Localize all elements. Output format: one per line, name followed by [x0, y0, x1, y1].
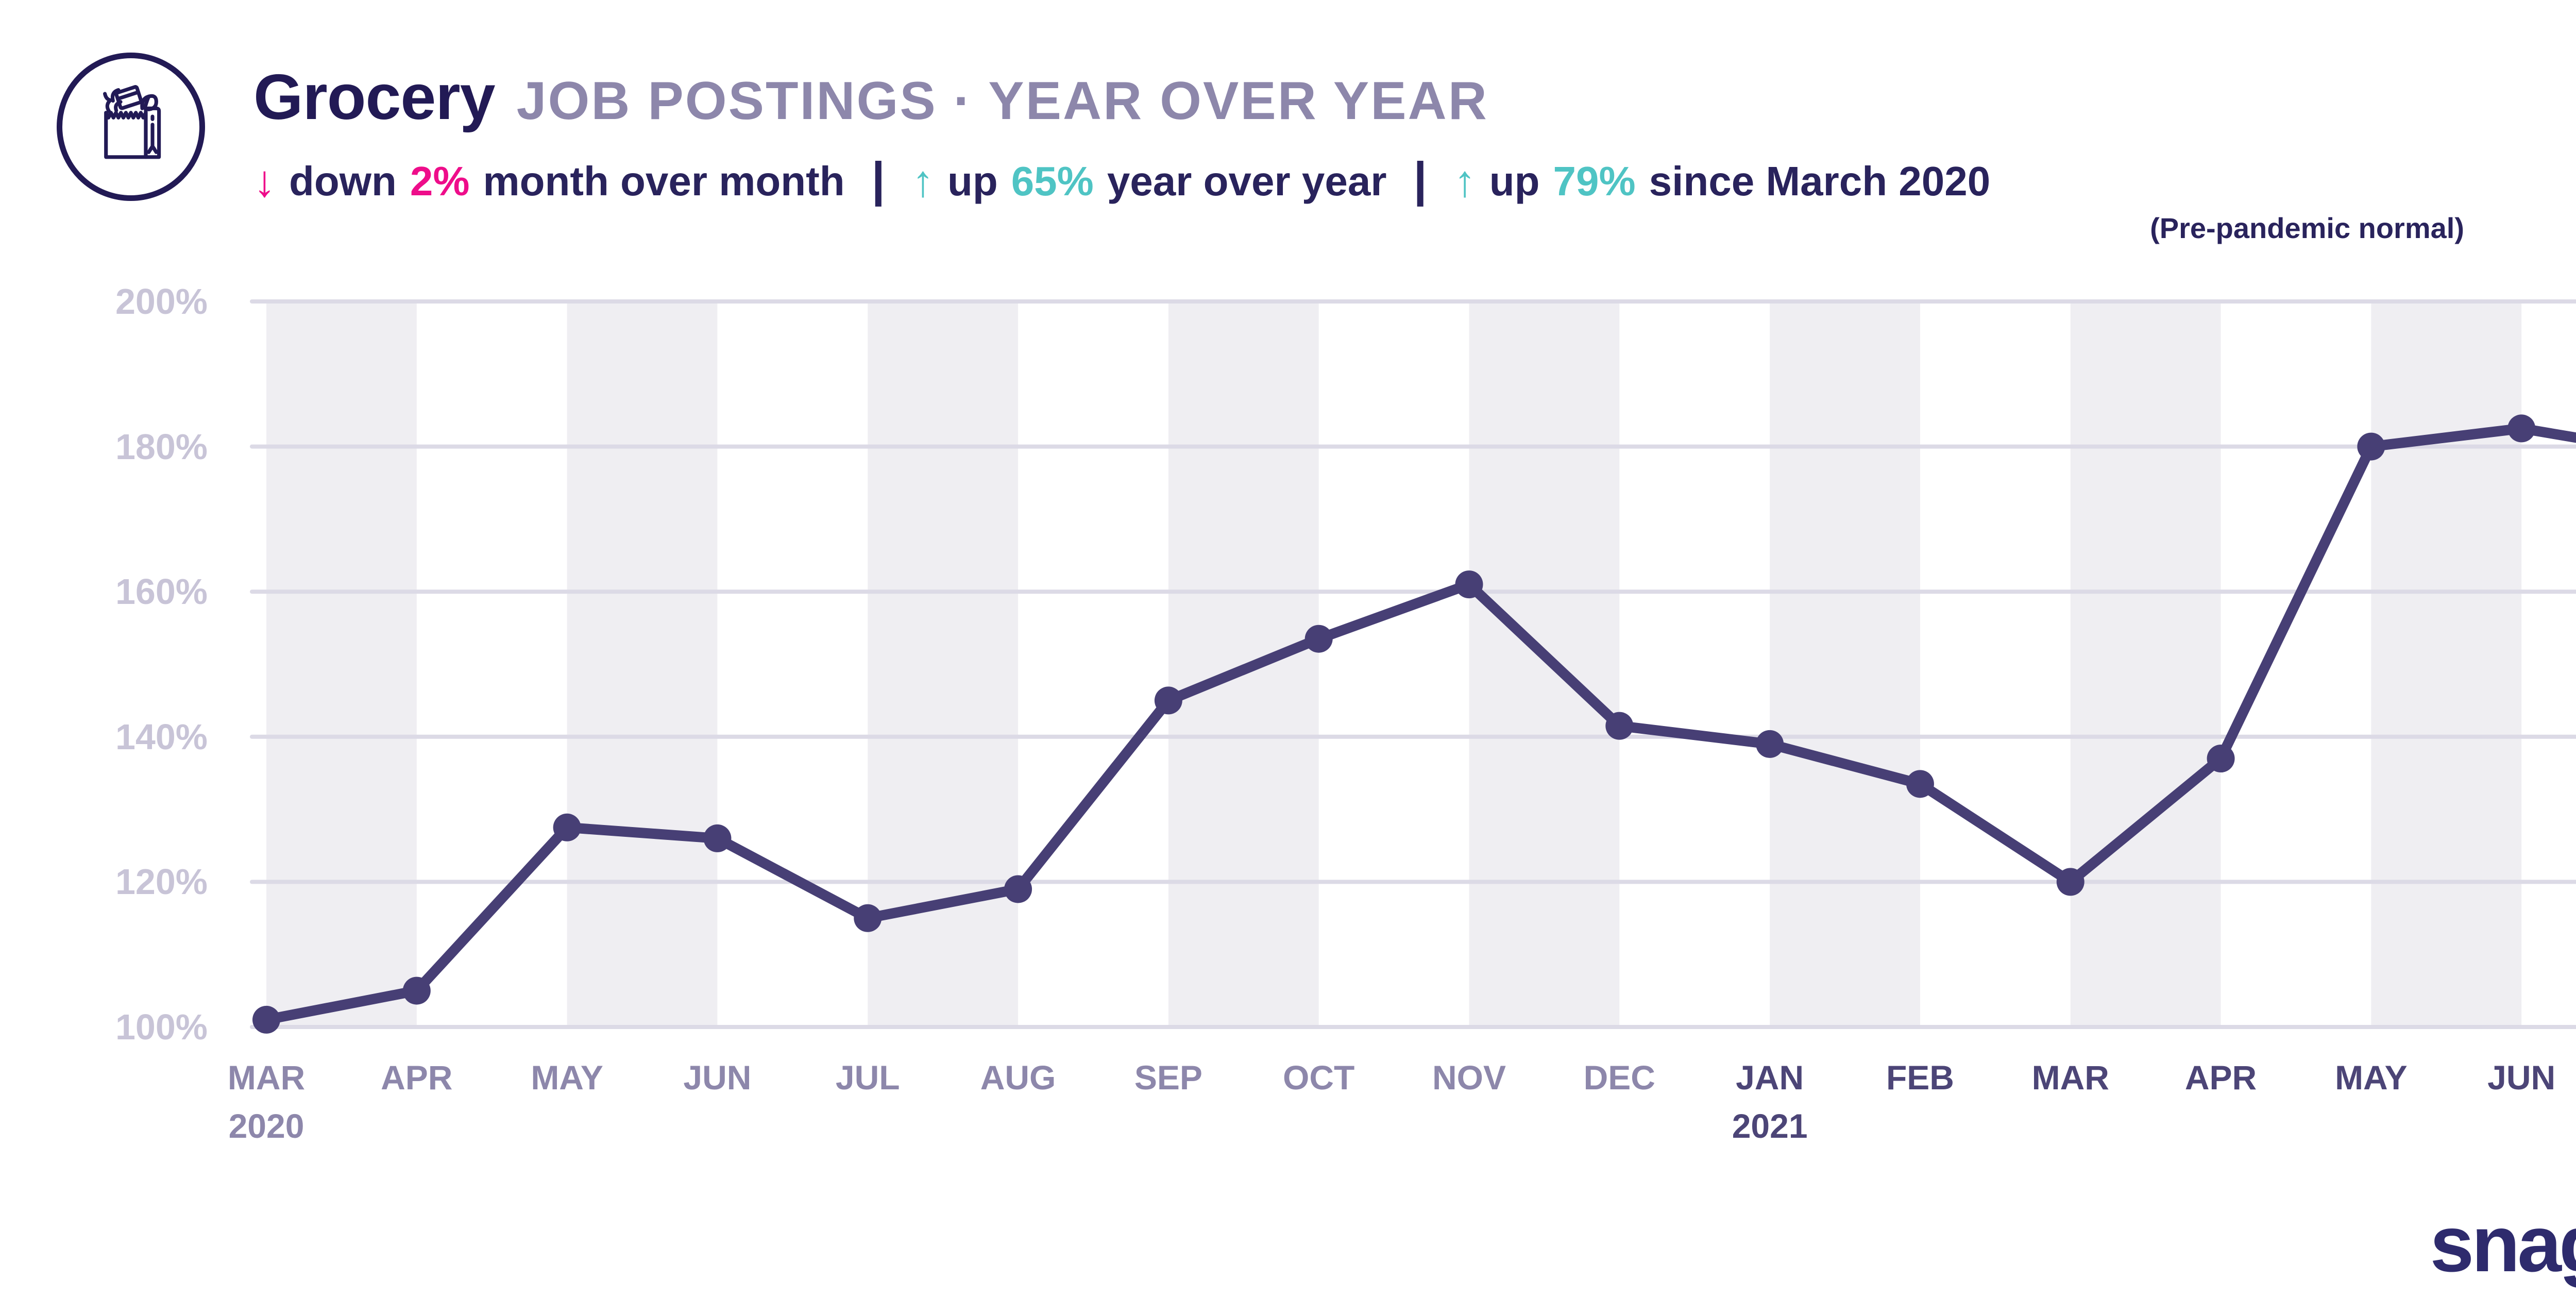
stat-suffix: since March 2020 — [1649, 158, 1991, 204]
x-axis-tick: AUG — [910, 1060, 1126, 1094]
stat-prefix: up — [947, 158, 998, 204]
x-axis-tick: JUL — [2564, 1060, 2576, 1094]
x-tick-month: NOV — [1432, 1058, 1506, 1097]
x-axis-tick: JUN — [2413, 1060, 2576, 1094]
stat-year-over-year: ↑ up 65% year over year — [912, 156, 1387, 207]
y-axis-tick: 120% — [115, 862, 208, 902]
y-axis-tick: 180% — [115, 426, 208, 467]
x-axis-tick: OCT — [1211, 1060, 1427, 1094]
stat-since-march-2020: ↑ up 79% since March 2020 — [1454, 156, 1990, 207]
data-point — [1455, 570, 1483, 599]
x-axis-tick: JAN 2021 — [1662, 1060, 1878, 1143]
x-tick-year: 2020 — [228, 1107, 304, 1145]
x-tick-month: APR — [381, 1058, 453, 1097]
brand-name: snagajob — [2430, 1200, 2576, 1288]
x-tick-month: MAR — [227, 1058, 306, 1097]
x-axis-tick: JUN — [609, 1060, 825, 1094]
page-title: Grocery JOB POSTINGS · YEAR OVER YEAR — [253, 61, 1488, 134]
x-axis-tick: NOV — [1361, 1060, 1578, 1094]
title-descriptor: JOB POSTINGS · YEAR OVER YEAR — [516, 71, 1488, 131]
stat-prefix: up — [1489, 158, 1540, 204]
y-axis-tick: 140% — [115, 716, 208, 757]
data-point — [1304, 625, 1333, 653]
stat-suffix: year over year — [1107, 158, 1387, 204]
data-point — [1906, 770, 1934, 798]
up-arrow-icon: ↑ — [911, 156, 934, 206]
stat-divider: | — [871, 152, 885, 206]
pre-pandemic-note: (Pre-pandemic normal) — [2150, 212, 2464, 244]
stat-value: 65% — [1011, 158, 1094, 204]
x-axis-tick: DEC — [1511, 1060, 1727, 1094]
down-arrow-icon: ↓ — [253, 156, 276, 206]
x-tick-month: JUL — [2564, 1060, 2576, 1094]
x-tick-month: MAR — [2031, 1058, 2109, 1097]
x-tick-month: FEB — [1886, 1058, 1954, 1097]
data-point — [2357, 432, 2385, 461]
up-arrow-icon: ↑ — [1453, 156, 1476, 206]
x-axis-tick: FEB — [1812, 1060, 2028, 1094]
x-axis-tick: MAR — [1962, 1060, 2179, 1094]
x-tick-month: APR — [2184, 1058, 2257, 1097]
stat-value: 79% — [1553, 158, 1636, 204]
brand-logo: snagajob® — [2430, 1199, 2576, 1290]
x-tick-month: MAY — [2335, 1058, 2408, 1097]
stat-suffix: month over month — [483, 158, 845, 204]
x-axis-tick: MAY — [459, 1060, 675, 1094]
data-point — [854, 904, 882, 932]
plot-band — [266, 301, 417, 1027]
grocery-bag-icon — [57, 53, 205, 201]
data-point — [2056, 868, 2084, 896]
x-tick-month: SEP — [1134, 1058, 1202, 1097]
plot-band — [1469, 301, 1620, 1027]
y-axis-tick: 160% — [115, 571, 208, 612]
x-tick-month: JAN — [1736, 1058, 1804, 1097]
stats-row: ↓ down 2% month over month | ↑ up 65% ye… — [253, 152, 1990, 209]
x-tick-month: DEC — [1583, 1058, 1655, 1097]
x-axis-tick: JUL — [759, 1060, 976, 1094]
x-axis-tick: MAY — [2263, 1060, 2479, 1094]
plot-band — [2371, 301, 2522, 1027]
x-axis-tick: SEP — [1060, 1060, 1277, 1094]
plot-band — [2070, 301, 2221, 1027]
data-point — [1756, 730, 1784, 758]
data-point — [2207, 745, 2235, 773]
title-category: Grocery — [253, 62, 496, 133]
x-axis-tick: MAR 2020 — [158, 1060, 375, 1143]
grocery-bag-glyph — [103, 85, 161, 159]
data-point — [402, 976, 431, 1005]
data-point — [1004, 875, 1032, 903]
x-tick-month: MAY — [531, 1058, 603, 1097]
x-tick-month: JUN — [683, 1058, 752, 1097]
x-tick-month: JUL — [835, 1058, 900, 1097]
x-tick-month: OCT — [1283, 1058, 1355, 1097]
stat-prefix: down — [289, 158, 397, 204]
data-point — [1154, 686, 1182, 715]
stat-month-over-month: ↓ down 2% month over month — [253, 156, 845, 207]
data-point — [252, 1005, 280, 1034]
data-point — [553, 813, 581, 841]
x-tick-month: AUG — [980, 1058, 1056, 1097]
stat-value: 2% — [410, 158, 470, 204]
plot-band — [1770, 301, 1920, 1027]
x-axis-tick: APR — [309, 1060, 525, 1094]
plot-band — [567, 301, 718, 1027]
data-point — [2507, 414, 2536, 443]
x-tick-month: JUN — [2487, 1058, 2556, 1097]
data-point — [1605, 712, 1634, 740]
x-tick-year: 2021 — [1732, 1107, 1808, 1145]
y-axis-tick: 100% — [115, 1007, 208, 1047]
stat-divider: | — [1413, 152, 1427, 206]
x-axis-tick: APR — [2113, 1060, 2329, 1094]
y-axis-tick: 200% — [115, 281, 208, 322]
data-point — [703, 824, 732, 852]
